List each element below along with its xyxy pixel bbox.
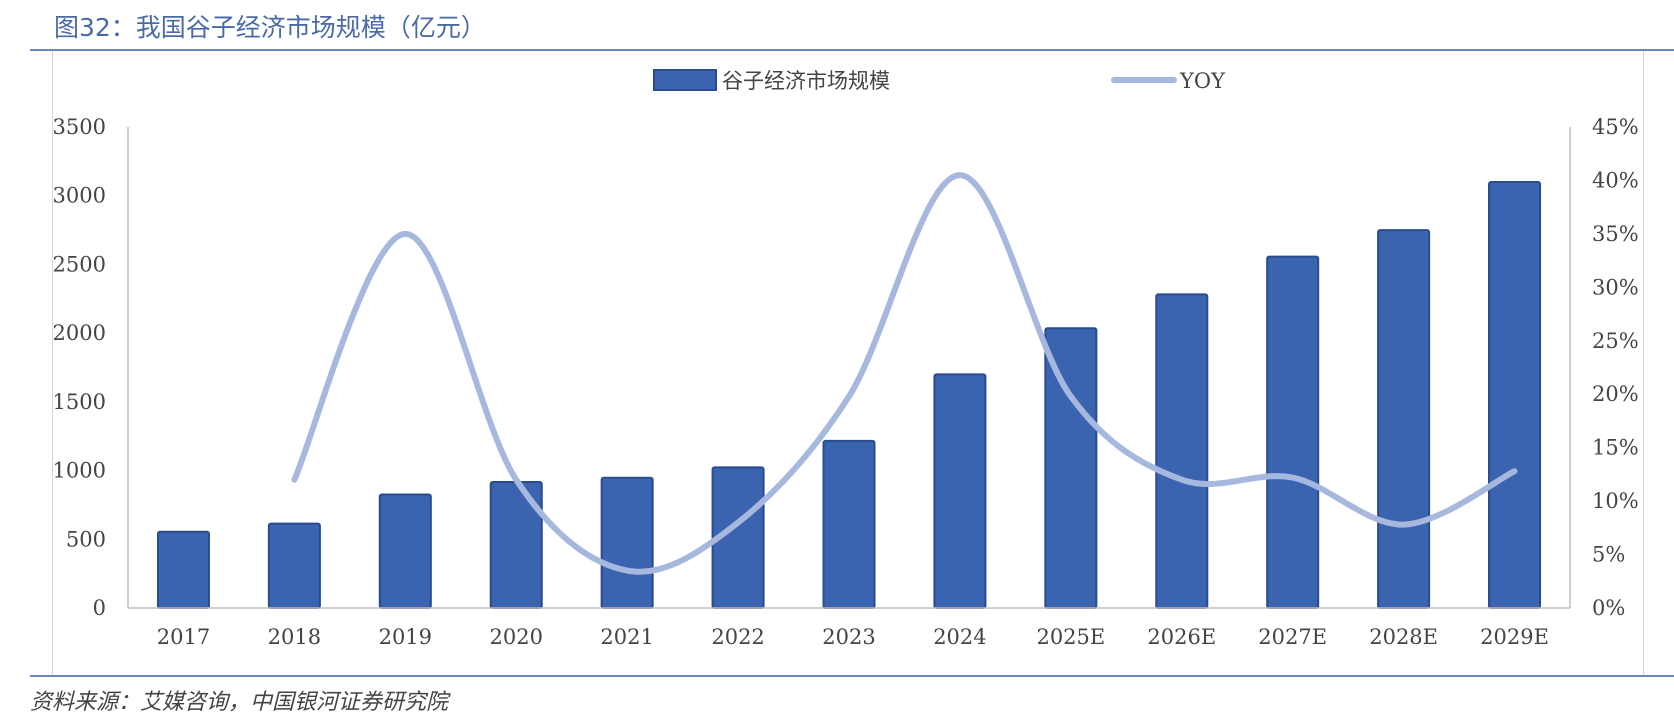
legend-bar-label: 谷子经济市场规模 xyxy=(722,69,890,93)
x-axis: 2017 2018 2019 2020 2021 2022 2023 2024 2025E 202… xyxy=(128,607,1570,649)
bar xyxy=(600,476,654,609)
right-tick-label: 0% xyxy=(1592,596,1625,620)
title-rule xyxy=(30,49,1674,51)
left-tick-label: 2500 xyxy=(53,252,106,276)
source-note: 资料来源：艾媒咨询，中国银河证券研究院 xyxy=(30,690,449,715)
left-tick-label: 3500 xyxy=(53,115,106,139)
x-tick-label: 2023 xyxy=(822,625,875,649)
right-tick-label: 45% xyxy=(1592,115,1639,139)
left-tick-label: 1500 xyxy=(53,390,106,414)
right-tick-label: 25% xyxy=(1592,329,1639,353)
yoy-line xyxy=(291,172,1518,575)
bar xyxy=(1377,229,1431,609)
right-tick-label: 10% xyxy=(1592,489,1639,513)
x-tick-label: 2022 xyxy=(711,625,764,649)
bar xyxy=(378,493,432,610)
right-tick-label: 35% xyxy=(1592,222,1639,246)
right-tick-label: 40% xyxy=(1592,168,1639,192)
yoy-line-series xyxy=(291,172,1518,575)
bar xyxy=(1155,293,1209,609)
legend: 谷子经济市场规模 YOY xyxy=(653,69,1226,93)
bar xyxy=(156,530,210,610)
right-axis: 0% 5% 10% 15% 20% 25% 30% 35% 40% 45% xyxy=(1569,115,1639,620)
bar xyxy=(267,522,321,609)
bar xyxy=(822,439,876,610)
source-rule xyxy=(30,675,1674,677)
x-tick-label: 2017 xyxy=(157,625,210,649)
x-tick-label: 2019 xyxy=(379,625,432,649)
left-tick-label: 0 xyxy=(93,596,106,620)
bar xyxy=(1266,255,1320,609)
legend-bar-swatch xyxy=(653,69,717,91)
right-tick-label: 15% xyxy=(1592,436,1639,460)
x-tick-label: 2025E xyxy=(1036,625,1105,649)
x-tick-label: 2027E xyxy=(1258,625,1327,649)
right-tick-label: 20% xyxy=(1592,382,1639,406)
x-tick-label: 2021 xyxy=(600,625,653,649)
left-tick-label: 500 xyxy=(66,527,106,551)
bar xyxy=(1488,180,1542,609)
left-tick-label: 1000 xyxy=(53,459,106,483)
bar xyxy=(933,373,987,609)
x-tick-label: 2028E xyxy=(1369,625,1438,649)
chart-frame xyxy=(52,51,1644,675)
x-tick-label: 2026E xyxy=(1147,625,1216,649)
left-axis: 0 500 1000 1500 2000 2500 3000 3500 xyxy=(53,115,129,620)
right-tick-label: 30% xyxy=(1592,275,1639,299)
left-tick-label: 2000 xyxy=(53,321,106,345)
figure-title: 图32：我国谷子经济市场规模（亿元） xyxy=(54,13,486,42)
x-tick-label: 2024 xyxy=(933,625,986,649)
right-tick-label: 5% xyxy=(1592,543,1625,567)
left-tick-label: 3000 xyxy=(53,184,106,208)
x-tick-label: 2029E xyxy=(1480,625,1549,649)
legend-line-label: YOY xyxy=(1179,69,1226,93)
x-tick-label: 2018 xyxy=(268,625,321,649)
x-tick-label: 2020 xyxy=(490,625,543,649)
